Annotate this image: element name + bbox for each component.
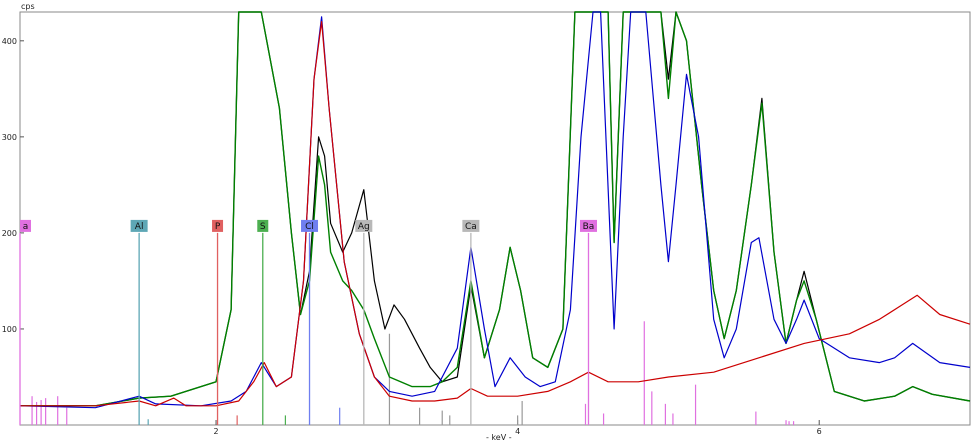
x-tick-label: 4 [515,427,520,436]
marker-box-a [20,219,31,232]
y-tick-label: 200 [2,229,17,238]
series-line-3 [20,21,971,407]
marker-box-Cl [301,219,319,232]
marker-label-Al: Al [135,222,144,232]
axis-ticks: 2 4 6 100 200 300 400 [2,37,822,436]
element-markers: a Al P S Cl Ag Ca Ba [19,219,597,425]
marker-label-Ca: Ca [465,222,477,232]
marker-box-Al [130,219,148,232]
x-tick-label: 2 [213,427,218,436]
marker-box-Ca [462,219,480,232]
marker-box-S [257,219,269,232]
series-line-2 [19,11,971,409]
marker-label-Ba: Ba [583,222,595,232]
x-tick-label: 6 [817,427,822,436]
marker-box-P [212,219,224,232]
marker-label-Ag: Ag [358,222,370,232]
marker-label-Cl: Cl [305,222,314,232]
x-axis-label: - keV - [486,433,512,442]
plot-border [19,11,971,426]
y-tick-label: 100 [2,325,17,334]
plot-frame [19,11,971,426]
series-line-0 [20,11,971,407]
y-tick-label: 400 [2,37,17,46]
series-group [19,11,971,409]
marker-box-Ag [355,219,373,232]
y-axis-label: cps [21,2,35,11]
element-lines [31,321,795,425]
marker-label-S: S [260,222,266,232]
marker-box-Ba [579,219,597,232]
marker-label-a: a [23,222,29,232]
y-tick-label: 300 [2,133,17,142]
series-line-1 [20,11,971,407]
marker-label-P: P [215,222,221,232]
